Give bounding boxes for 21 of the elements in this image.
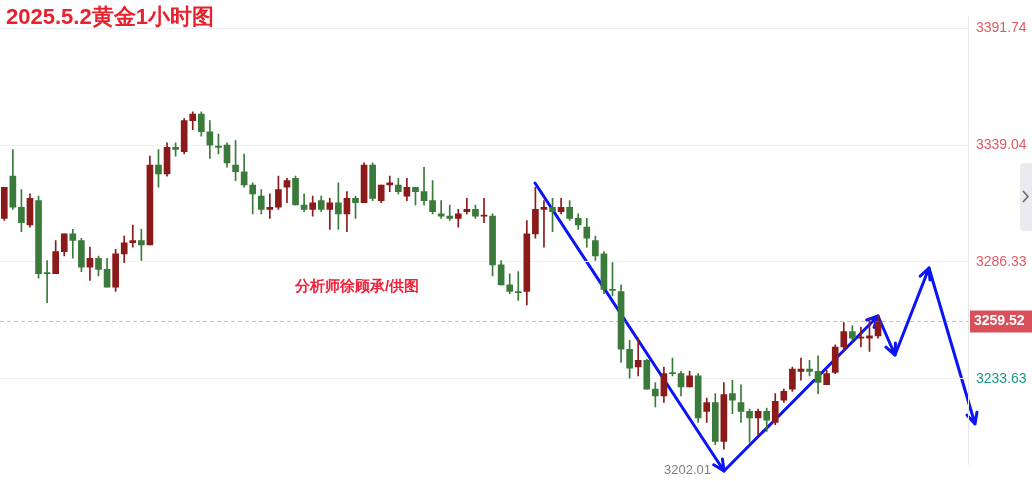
candlestick: [797, 357, 805, 381]
chart-title: 2025.5.2黄金1小时图: [6, 3, 214, 31]
ref-line-label: 3259.52: [974, 312, 1025, 329]
candlestick: [634, 337, 642, 377]
candlestick: [266, 193, 274, 219]
candlestick: [454, 209, 462, 228]
y-tick-label: 3339.04: [976, 135, 1027, 152]
candlestick: [69, 229, 77, 259]
candlestick: [540, 200, 548, 248]
candlestick: [446, 204, 454, 221]
candlestick: [386, 175, 394, 193]
candlestick: [326, 198, 334, 230]
candlestick: [737, 384, 745, 423]
y-tick-label: 3286.33: [976, 252, 1027, 269]
candlestick: [463, 198, 471, 215]
annotation: 3202.01: [664, 462, 711, 477]
y-tick-label: 3233.63: [976, 369, 1027, 386]
candlestick: [514, 271, 522, 301]
candlestick: [43, 260, 51, 303]
y-tick-label: 3391.74: [976, 18, 1027, 35]
annotation: 分析师徐顾承/供图: [295, 277, 420, 296]
